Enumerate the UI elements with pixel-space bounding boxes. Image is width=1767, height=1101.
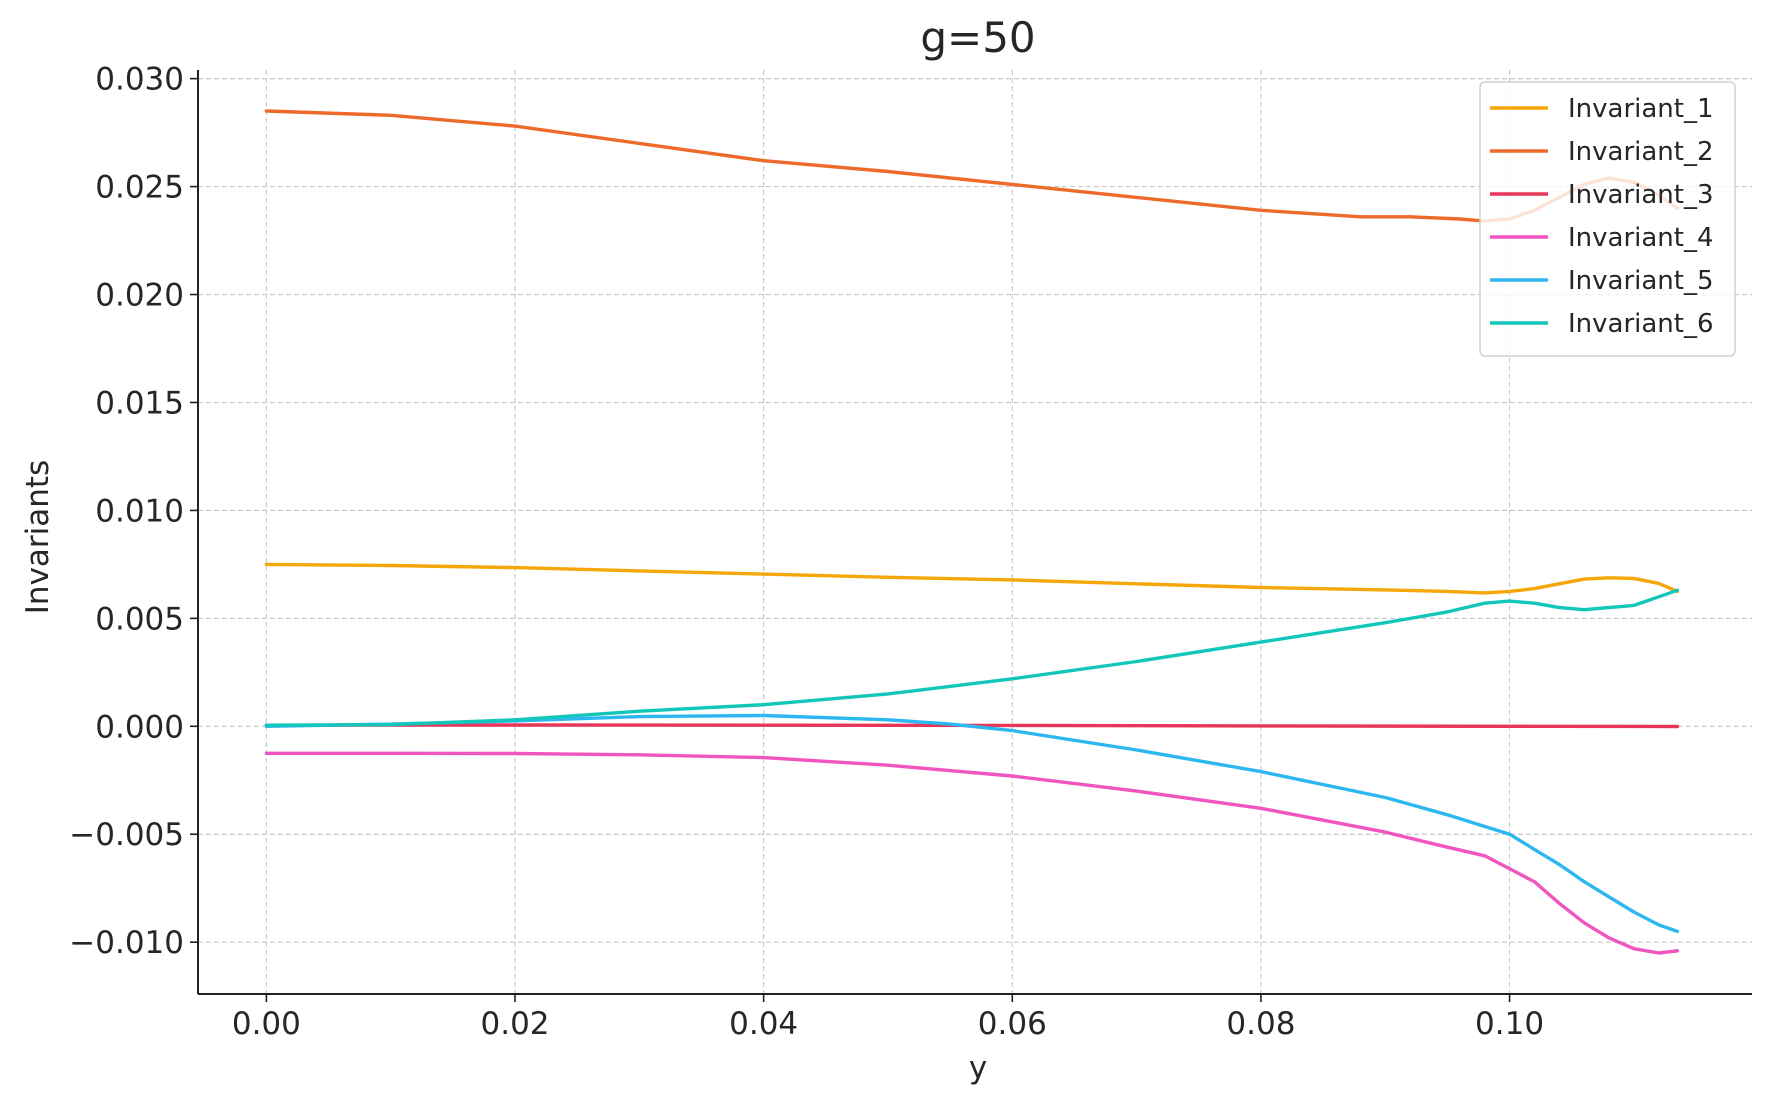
legend-label: Invariant_4 [1568,223,1714,253]
chart-title: g=50 [920,13,1035,62]
x-axis-title: y [969,1050,987,1086]
series-line-5 [264,713,1680,934]
y-tick-label: 0.025 [95,170,184,206]
legend: Invariant_1 Invariant_2 Invariant_3 Invaria… [1479,81,1736,357]
plot-lines [264,109,1680,955]
series-line-4 [264,751,1680,955]
y-tick-label: 0.015 [95,385,184,421]
x-tick-label: 0.00 [232,1006,301,1042]
legend-label: Invariant_2 [1568,137,1714,167]
legend-label: Invariant_3 [1568,180,1714,210]
legend-label: Invariant_1 [1568,94,1714,124]
x-tick-label: 0.08 [1226,1006,1295,1042]
y-tick-label: 0.010 [95,493,184,529]
axes: 0.00 0.02 0.04 0.06 0.08 0.10 −0.010 −0.005 0.00… [69,62,1752,1042]
y-tick-label: 0.020 [95,278,184,314]
y-axis-title: Invariants [20,460,56,614]
x-tick-label: 0.10 [1475,1006,1544,1042]
y-tick-label: 0.005 [95,601,184,637]
y-tick-label: 0.030 [95,62,184,98]
legend-label: Invariant_6 [1568,309,1714,339]
x-tick-label: 0.04 [729,1006,798,1042]
series-line-2 [264,109,1680,223]
y-tick-label: 0.000 [95,709,184,745]
series-line-3 [264,723,1680,729]
legend-label: Invariant_5 [1568,266,1714,296]
x-tick-label: 0.02 [481,1006,550,1042]
y-tick-label: −0.010 [69,925,184,961]
series-line-6 [264,588,1680,727]
series-line-1 [264,562,1680,595]
x-tick-label: 0.06 [978,1006,1047,1042]
y-tick-label: −0.005 [69,817,184,853]
